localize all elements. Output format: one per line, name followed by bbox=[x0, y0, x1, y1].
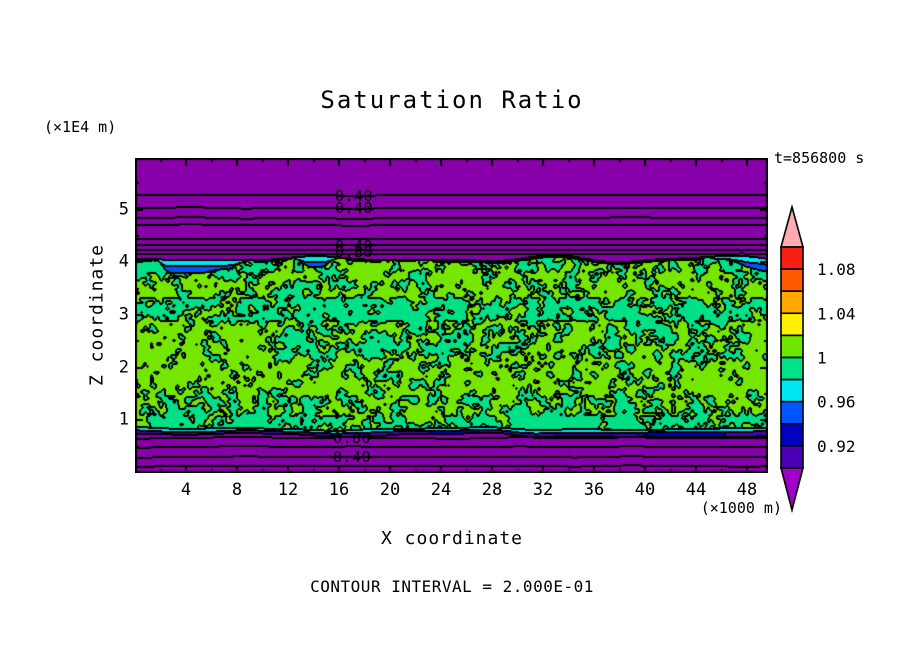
colorbar-band bbox=[780, 312, 804, 337]
colorbar-band bbox=[780, 268, 804, 292]
x-axis-title: X coordinate bbox=[380, 528, 524, 549]
y-axis-unit-label: (×1E4 m) bbox=[44, 118, 117, 136]
colorbar-label: 1 bbox=[817, 349, 827, 368]
colorbar: 1.08 1.04 1 0.96 0.92 bbox=[779, 203, 856, 514]
x-tick-label: 20 bbox=[379, 480, 401, 500]
colorbar-label: 0.96 bbox=[817, 393, 856, 412]
x-tick-label: 24 bbox=[430, 480, 452, 500]
colorbar-band bbox=[780, 356, 804, 381]
x-tick-label: 4 bbox=[180, 480, 192, 500]
colorbar-band bbox=[780, 246, 804, 270]
contour-line-label: 0.80 bbox=[332, 429, 372, 447]
contour-line-label: 0.40 bbox=[334, 187, 374, 205]
colorbar-band bbox=[780, 423, 804, 447]
colorbar-band bbox=[780, 445, 804, 469]
contour-plot-canvas bbox=[135, 158, 768, 473]
x-tick-label: 48 bbox=[736, 480, 758, 500]
x-tick-label: 28 bbox=[481, 480, 503, 500]
colorbar-band bbox=[780, 378, 804, 403]
contour-line-label: 0.40 bbox=[332, 448, 372, 466]
x-tick-label: 44 bbox=[685, 480, 707, 500]
x-tick-label: 32 bbox=[532, 480, 554, 500]
x-tick-label: 36 bbox=[583, 480, 605, 500]
x-tick-label: 16 bbox=[328, 480, 350, 500]
contour-line-label: 0.40 bbox=[334, 199, 374, 217]
y-tick-label: 2 bbox=[118, 357, 129, 378]
x-tick-label: 40 bbox=[634, 480, 656, 500]
colorbar-band bbox=[780, 290, 804, 315]
x-tick-label: 8 bbox=[231, 480, 243, 500]
contour-line-label: 0.80 bbox=[334, 243, 374, 261]
time-stamp-label: t=856800 s bbox=[774, 149, 865, 167]
colorbar-label: 1.08 bbox=[817, 260, 856, 279]
colorbar-band bbox=[780, 334, 804, 359]
colorbar-label: 0.92 bbox=[817, 437, 856, 456]
colorbar-label: 1.04 bbox=[817, 304, 856, 323]
y-tick-label: 3 bbox=[118, 304, 129, 325]
colorbar-band bbox=[780, 400, 804, 425]
y-tick-label: 5 bbox=[118, 199, 129, 220]
contour-interval-note: CONTOUR INTERVAL = 2.000E-01 bbox=[310, 577, 594, 596]
x-axis-unit-label: (×1000 m) bbox=[700, 499, 782, 517]
x-tick-label: 12 bbox=[277, 480, 299, 500]
y-tick-label: 4 bbox=[118, 251, 129, 272]
colorbar-arrow-bottom bbox=[779, 467, 805, 514]
plot-title: Saturation Ratio bbox=[320, 86, 584, 114]
contour-line-label: 0.40 bbox=[334, 237, 374, 255]
y-tick-label: 1 bbox=[118, 409, 129, 430]
colorbar-arrow-top bbox=[779, 203, 805, 248]
